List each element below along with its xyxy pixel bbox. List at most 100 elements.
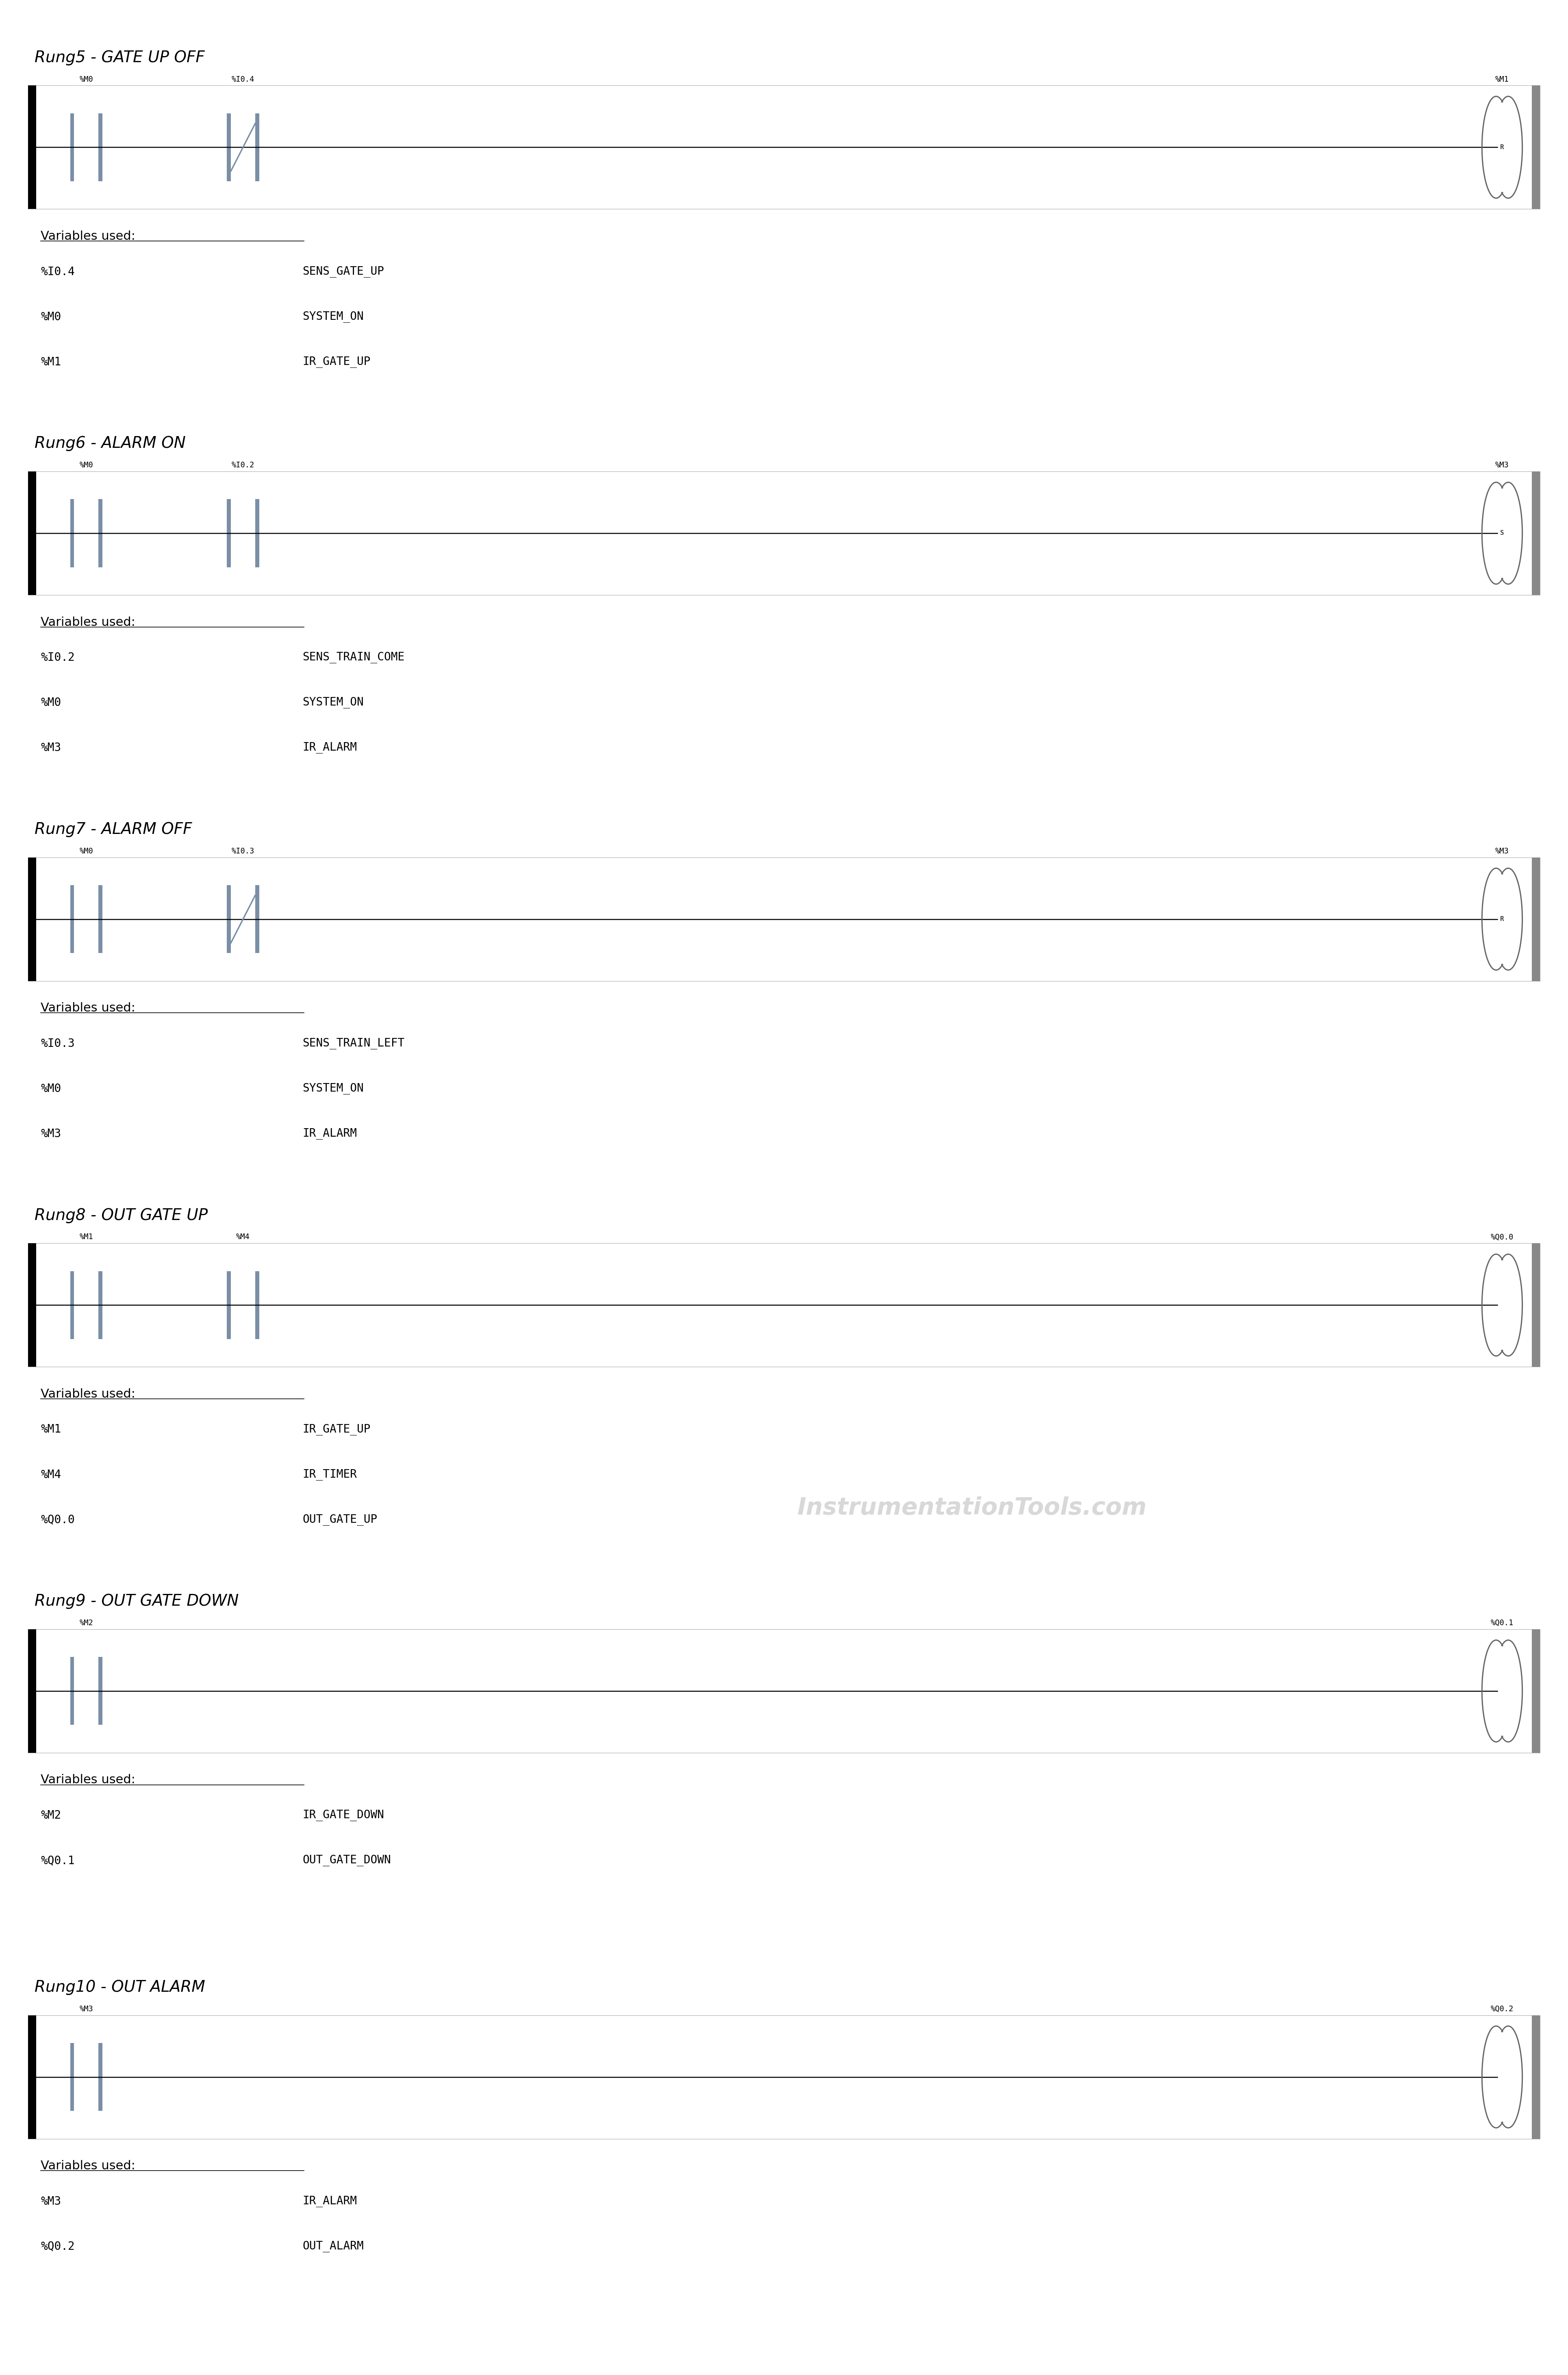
Text: %M3: %M3 [80,2004,93,2014]
Text: Variables used:: Variables used: [41,1002,135,1014]
Text: SENS_GATE_UP: SENS_GATE_UP [303,266,384,278]
Bar [28,473,1540,596]
Text: IR_ALARM: IR_ALARM [303,743,358,753]
Bar [256,114,259,180]
Text: %M1: %M1 [80,1233,93,1242]
Text: %M0: %M0 [80,76,93,83]
Bar [1532,1244,1540,1368]
Bar [28,1629,1540,1753]
Text: Rung5 - GATE UP OFF: Rung5 - GATE UP OFF [34,50,205,66]
Bar [99,1658,102,1724]
Bar [28,2014,36,2140]
Bar [1532,1629,1540,1753]
Text: IR_ALARM: IR_ALARM [303,1128,358,1140]
Text: Variables used:: Variables used: [41,618,135,627]
Text: Rung10 - OUT ALARM: Rung10 - OUT ALARM [34,1981,205,1995]
Bar [28,857,36,981]
Bar [28,2014,1540,2140]
Bar [71,1658,74,1724]
Bar [28,1629,36,1753]
Text: Rung7 - ALARM OFF: Rung7 - ALARM OFF [34,822,191,838]
Text: %M3: %M3 [41,743,61,753]
Text: %M0: %M0 [80,848,93,855]
Bar [256,499,259,568]
Text: %M2: %M2 [80,1620,93,1627]
Text: %M1: %M1 [41,356,61,368]
Text: OUT_GATE_UP: OUT_GATE_UP [303,1515,378,1525]
Text: SYSTEM_ON: SYSTEM_ON [303,698,364,708]
Bar [28,473,36,596]
Text: %I0.4: %I0.4 [232,76,254,83]
Text: %M3: %M3 [1496,461,1508,468]
Text: SYSTEM_ON: SYSTEM_ON [303,311,364,323]
Text: %Q0.2: %Q0.2 [41,2242,75,2252]
Bar [99,886,102,952]
Text: SENS_TRAIN_COME: SENS_TRAIN_COME [303,653,405,663]
Text: %M0: %M0 [41,698,61,708]
Text: OUT_ALARM: OUT_ALARM [303,2242,364,2252]
Text: %Q0.1: %Q0.1 [1491,1620,1513,1627]
Text: IR_TIMER: IR_TIMER [303,1468,358,1480]
Bar [1532,473,1540,596]
Bar [99,2042,102,2111]
Text: InstrumentationTools.com: InstrumentationTools.com [798,1496,1146,1520]
Bar [227,886,230,952]
Bar [28,1244,1540,1368]
Bar [1532,857,1540,981]
Bar [256,1271,259,1339]
Bar [28,85,36,209]
Text: IR_GATE_UP: IR_GATE_UP [303,356,370,368]
Bar [227,114,230,180]
Bar [1532,2014,1540,2140]
Text: %I0.3: %I0.3 [41,1038,75,1050]
Text: SENS_TRAIN_LEFT: SENS_TRAIN_LEFT [303,1038,405,1050]
Bar [99,499,102,568]
Text: OUT_GATE_DOWN: OUT_GATE_DOWN [303,1855,390,1867]
Text: %Q0.2: %Q0.2 [1491,2004,1513,2014]
Text: %M0: %M0 [80,461,93,468]
Text: %M1: %M1 [1496,76,1508,83]
Text: %I0.2: %I0.2 [232,461,254,468]
Text: Variables used:: Variables used: [41,230,135,242]
Text: Variables used:: Variables used: [41,1774,135,1786]
Text: %I0.2: %I0.2 [41,653,75,663]
Text: %Q0.1: %Q0.1 [41,1855,75,1867]
Text: R: R [1501,145,1504,150]
Text: IR_ALARM: IR_ALARM [303,2194,358,2206]
Bar [71,1271,74,1339]
Text: %Q0.0: %Q0.0 [1491,1233,1513,1242]
Text: %I0.3: %I0.3 [232,848,254,855]
Bar [71,2042,74,2111]
Text: R: R [1501,917,1504,922]
Text: Rung9 - OUT GATE DOWN: Rung9 - OUT GATE DOWN [34,1594,238,1610]
Bar [1532,85,1540,209]
Text: %M1: %M1 [41,1425,61,1434]
Bar [71,886,74,952]
Bar [256,886,259,952]
Text: Rung8 - OUT GATE UP: Rung8 - OUT GATE UP [34,1209,207,1223]
Text: Variables used:: Variables used: [41,1389,135,1399]
Bar [28,1244,36,1368]
Bar [99,1271,102,1339]
Text: %M2: %M2 [41,1810,61,1822]
Text: %M0: %M0 [41,311,61,323]
Bar [227,499,230,568]
Text: %M4: %M4 [237,1233,249,1242]
Bar [28,85,1540,209]
Text: %M3: %M3 [1496,848,1508,855]
Bar [28,857,1540,981]
Text: S: S [1501,530,1504,537]
Text: %Q0.0: %Q0.0 [41,1515,75,1525]
Bar [99,114,102,180]
Bar [227,1271,230,1339]
Text: Variables used:: Variables used: [41,2161,135,2171]
Text: %M0: %M0 [41,1083,61,1095]
Text: %M3: %M3 [41,1128,61,1140]
Text: IR_GATE_DOWN: IR_GATE_DOWN [303,1810,384,1822]
Text: IR_GATE_UP: IR_GATE_UP [303,1425,370,1434]
Bar [71,499,74,568]
Text: %M3: %M3 [41,2194,61,2206]
Text: %I0.4: %I0.4 [41,266,75,278]
Text: SYSTEM_ON: SYSTEM_ON [303,1083,364,1095]
Text: %M4: %M4 [41,1468,61,1480]
